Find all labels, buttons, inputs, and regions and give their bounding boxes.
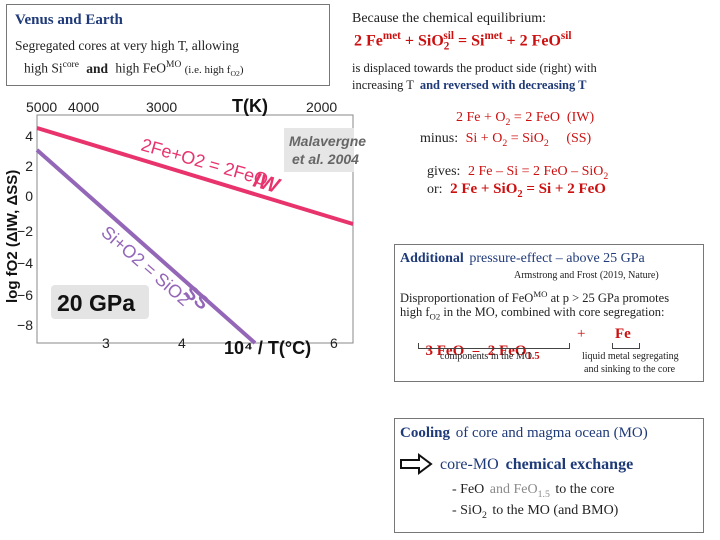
- cooling-bullet-2: - SiO2 to the MO (and BMO): [452, 503, 619, 521]
- venus-earth-title: Venus and Earth: [15, 12, 123, 28]
- disproportionation-plus: +: [577, 326, 586, 342]
- top-tick: 5000: [26, 99, 57, 115]
- y-tick: −4: [17, 255, 33, 271]
- reaction-or: or: 2 Fe + SiO2 = Si + 2 FeO: [427, 181, 606, 200]
- disproportionation-line-2: high fO2 in the MO, combined with core s…: [400, 305, 665, 322]
- y-tick: −8: [17, 317, 33, 333]
- pressure-label: 20 GPa: [57, 290, 135, 316]
- y-tick: 4: [25, 128, 33, 144]
- reference-box: [284, 128, 354, 172]
- y-axis-ticks: 4 2 0 −2 −4 −6 −8: [17, 128, 33, 333]
- cooling-box: [394, 418, 704, 533]
- x-axis-label: 10⁴ / T(°C): [224, 338, 311, 358]
- pressure-effect-box: [394, 244, 704, 382]
- metal-brace: [612, 343, 640, 349]
- disproportionation-line-1: Disproportionation of FeOMO at p > 25 GP…: [400, 289, 670, 306]
- top-axis-label: T(K): [232, 98, 268, 116]
- y-axis-label: log fO2 (ΔIW, ΔSS): [4, 170, 21, 303]
- equilibrium-note-1: is displaced towards the product side (r…: [352, 61, 597, 75]
- y-tick: −2: [17, 223, 33, 239]
- cooling-title: Cooling of core and magma ocean (MO): [400, 425, 648, 441]
- pressure-effect-title: Additional pressure-effect – above 25 GP…: [400, 251, 645, 266]
- plot-frame: [36, 114, 354, 344]
- top-tick: 2000: [306, 99, 337, 115]
- arrow-icon: [400, 453, 433, 475]
- metal-label-1: liquid metal segregating: [582, 351, 679, 362]
- intro-line-2: high Sicore and high FeOMO (i.e. high fO…: [24, 60, 244, 78]
- equilibrium-intro: Because the chemical equilibrium:: [352, 11, 546, 26]
- x-axis-ticks: 3 4 6: [102, 335, 338, 351]
- cooling-bullet-1: - FeO and FeO1.5 to the core: [452, 482, 615, 500]
- pressure-badge: [51, 285, 149, 319]
- core-mo-exchange: core-MO chemical exchange: [440, 456, 634, 473]
- reference-line-2: et al. 2004: [292, 151, 359, 167]
- iw-line-label: 2Fe+O2 = 2FeO: [139, 135, 271, 190]
- disproportionation-equation: 3 FeO = 2 FeO1.5: [425, 343, 540, 362]
- disproportionation-fe: Fe: [615, 326, 631, 342]
- equilibrium-note-2: increasing T and reversed with decreasin…: [352, 78, 587, 92]
- y-tick: 0: [25, 188, 33, 204]
- top-axis-ticks: 5000 4000 3000 2000: [26, 99, 337, 115]
- x-tick: 6: [330, 335, 338, 351]
- reaction-iw: 2 Fe + O2 = 2 FeO (IW): [456, 110, 595, 128]
- reaction-ss: minus: Si + O2 = SiO2 (SS): [420, 131, 592, 149]
- fo2-temperature-chart: 5000 4000 3000 2000 T(K) 4 2 0 −2 −4 −6 …: [4, 98, 366, 358]
- y-tick: 2: [25, 158, 33, 174]
- intro-box: [6, 4, 330, 86]
- top-tick: 4000: [68, 99, 99, 115]
- mo-components-brace: [418, 343, 570, 349]
- top-tick: 3000: [146, 99, 177, 115]
- ss-buffer-line: [35, 148, 257, 345]
- x-tick: 4: [178, 335, 186, 351]
- mo-components-label: components in the MO: [440, 351, 532, 362]
- x-tick: 3: [102, 335, 110, 351]
- metal-label-2: and sinking to the core: [584, 364, 676, 375]
- reference-line-1: Malavergne: [289, 133, 366, 149]
- pressure-effect-reference: Armstrong and Frost (2019, Nature): [514, 270, 659, 281]
- y-tick: −6: [17, 287, 33, 303]
- intro-line-1: Segregated cores at very high T, allowin…: [15, 38, 240, 53]
- iw-buffer-line: [36, 126, 354, 226]
- reaction-gives: gives: 2 Fe – Si = 2 FeO – SiO2: [427, 164, 609, 182]
- equilibrium-equation: 2 Femet + SiO2sil = Simet + 2 FeOsil: [354, 30, 572, 53]
